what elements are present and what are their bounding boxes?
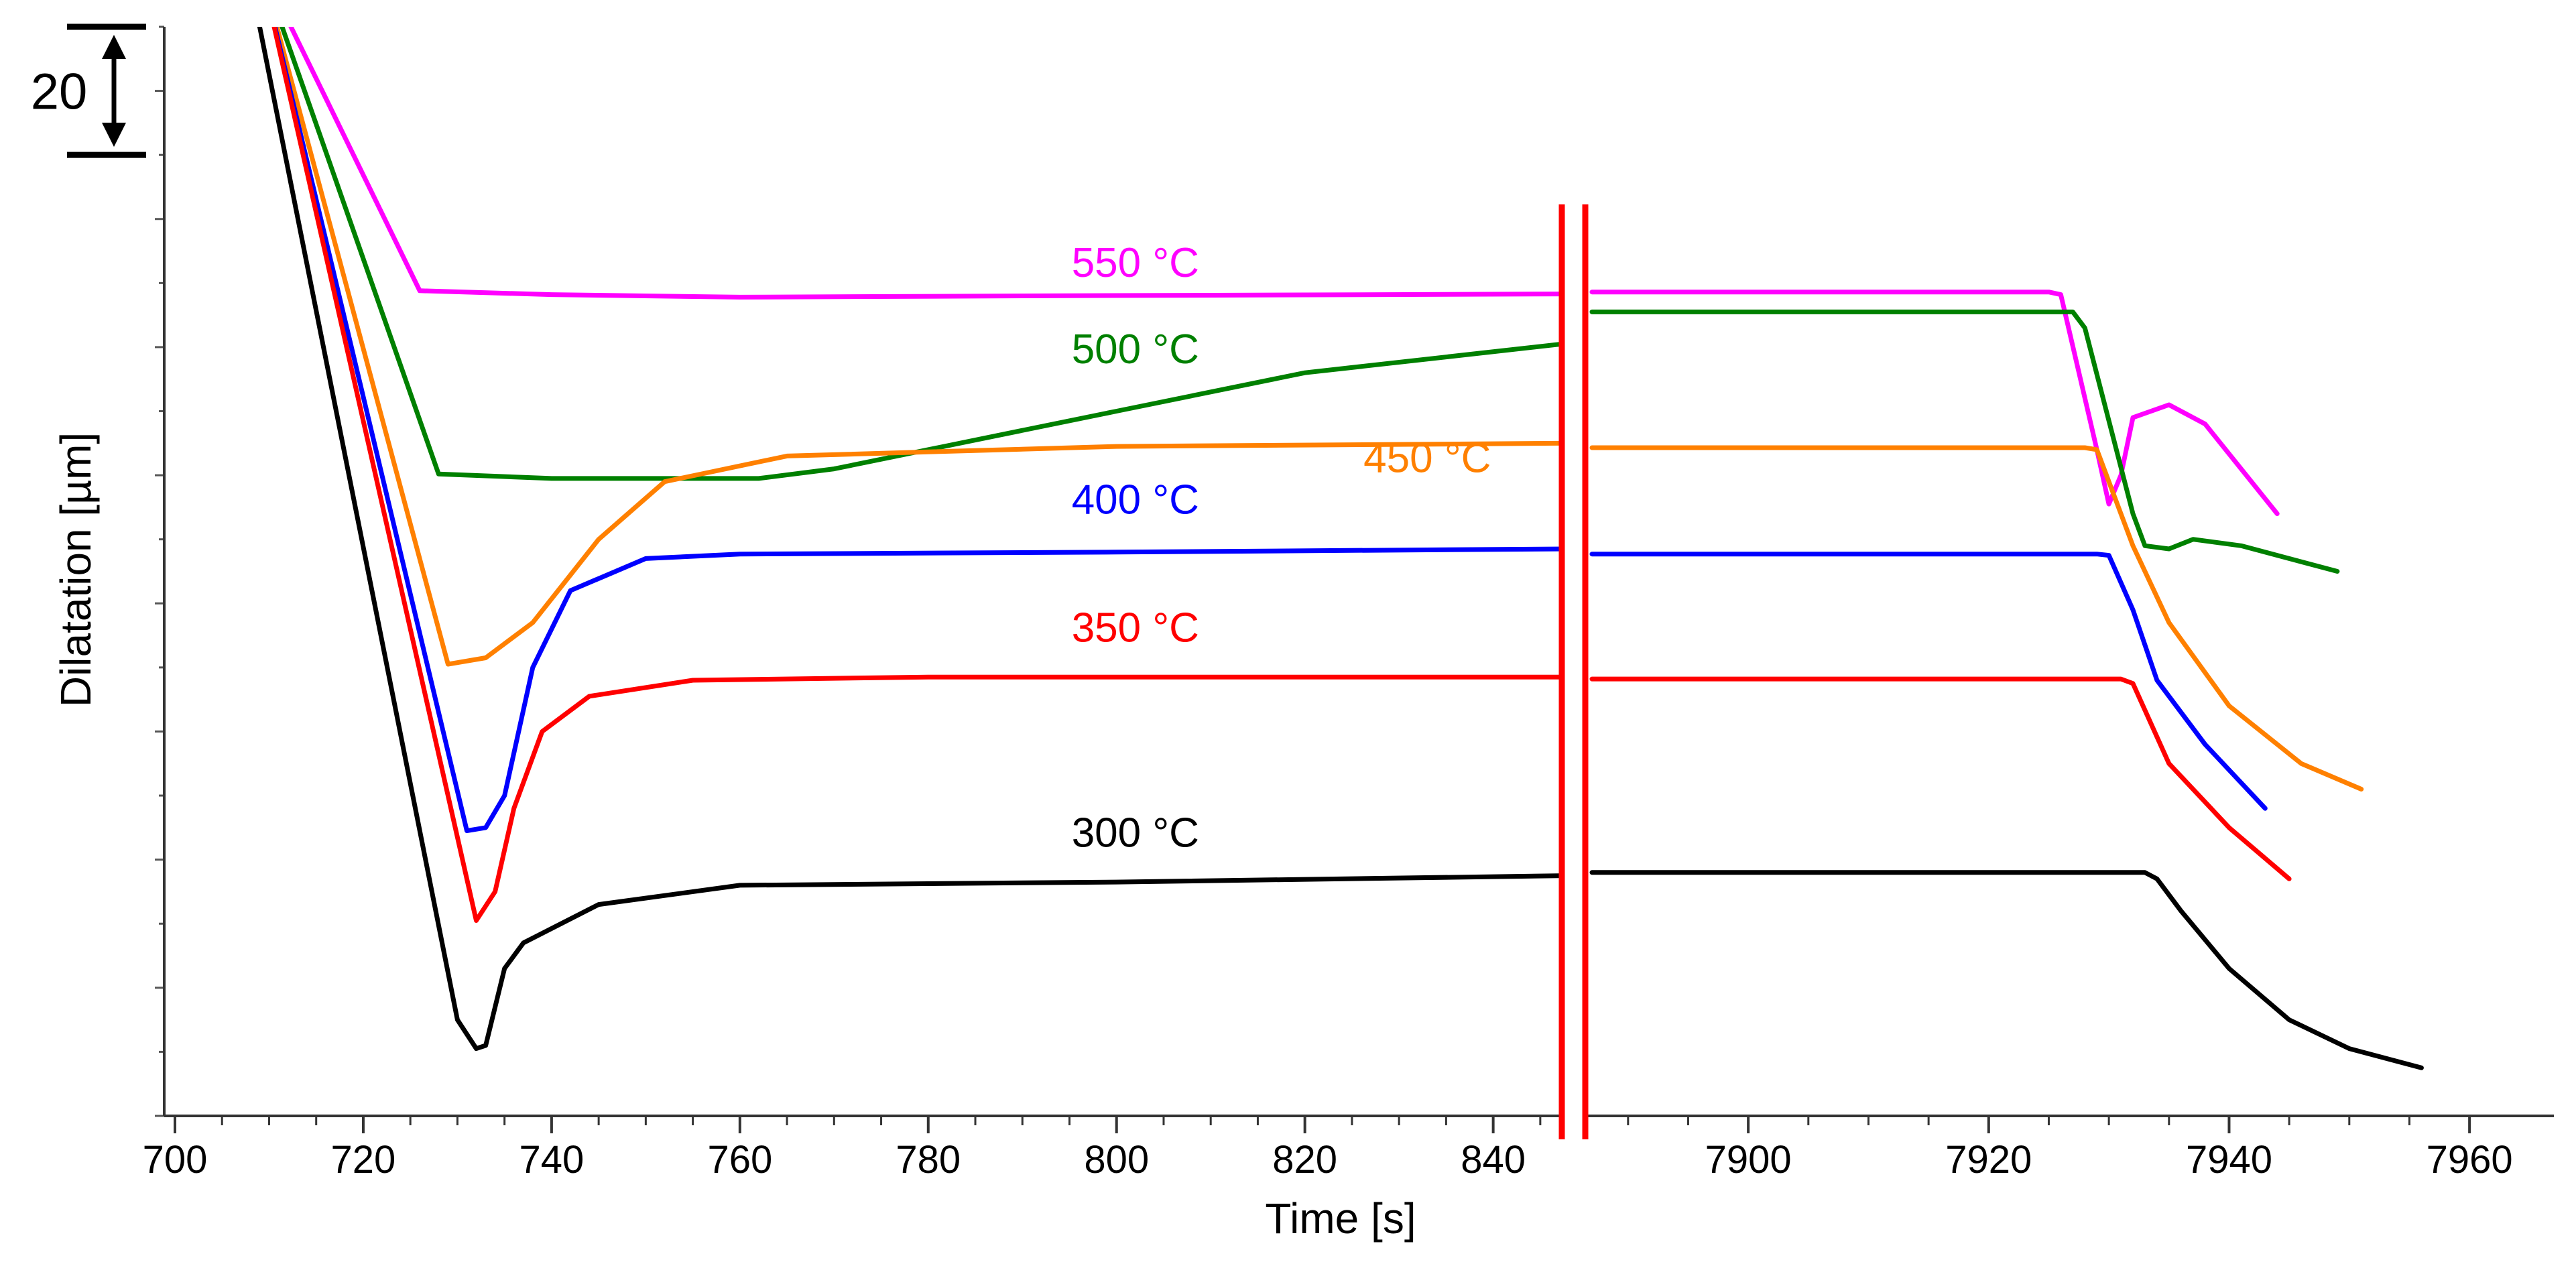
x-tick-label: 780	[896, 1138, 961, 1182]
series-line-350-segment-2	[1589, 676, 2292, 881]
x-tick-label: 7960	[2427, 1138, 2513, 1182]
series-line-500-segment-2	[1589, 309, 2340, 574]
x-tick-label: 820	[1272, 1138, 1337, 1182]
series-line-500-segment-1	[280, 27, 1571, 481]
x-tick-label: 700	[143, 1138, 208, 1182]
series-label-550: 550 °C	[1072, 240, 1199, 286]
series-line-550-segment-1	[288, 27, 1571, 300]
series-line-300-segment-1	[257, 27, 1571, 1052]
series-line-400-segment-1	[272, 27, 1571, 834]
x-tick-label: 800	[1084, 1138, 1149, 1182]
axis-break-gap	[1565, 201, 1583, 1139]
x-tick-label: 7940	[2186, 1138, 2272, 1182]
series-line-450-segment-2	[1589, 445, 2364, 792]
scale-bar-label: 20	[31, 64, 88, 121]
x-tick-label: 740	[519, 1138, 585, 1182]
series-line-400-segment-2	[1589, 552, 2268, 811]
x-tick-label: 7920	[1945, 1138, 2032, 1182]
series-label-500: 500 °C	[1072, 326, 1199, 373]
series-line-350-segment-1	[271, 27, 1571, 923]
x-tick-label: 840	[1461, 1138, 1526, 1182]
x-tick-label: 760	[707, 1138, 772, 1182]
scale-bar-arrow-up	[102, 35, 126, 59]
series-label-400: 400 °C	[1072, 477, 1199, 523]
series-label-350: 350 °C	[1072, 605, 1199, 651]
y-axis-title: Dilatation [µm]	[52, 432, 100, 707]
scale-bar-arrow-down	[102, 123, 126, 147]
x-tick-label: 7900	[1705, 1138, 1792, 1182]
x-axis-title: Time [s]	[1265, 1194, 1416, 1243]
series-line-550-segment-2	[1589, 290, 2280, 516]
series-line-450-segment-1	[274, 27, 1571, 667]
x-tick-label: 720	[331, 1138, 396, 1182]
series-line-300-segment-2	[1589, 870, 2424, 1070]
series-label-300: 300 °C	[1072, 810, 1199, 857]
series-label-450: 450 °C	[1363, 435, 1491, 481]
